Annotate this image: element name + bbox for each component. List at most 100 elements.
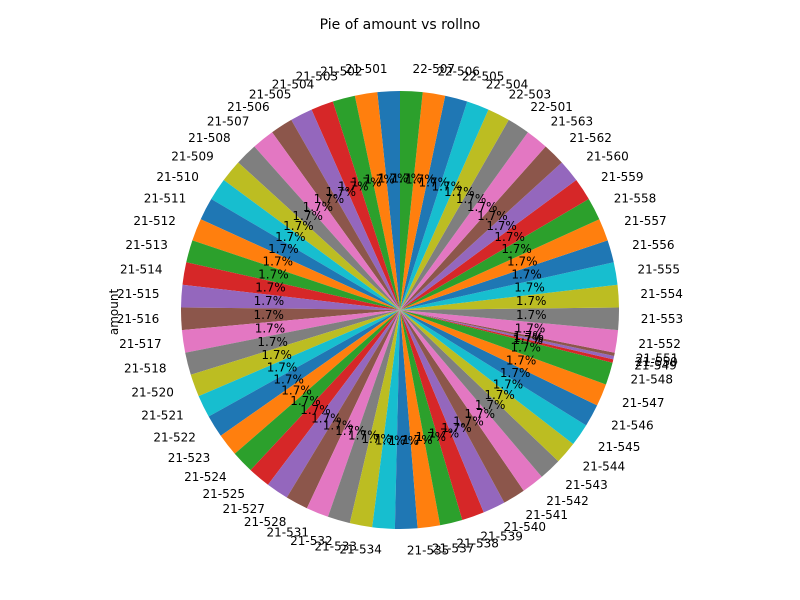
slice-percent-21-522: 1.7% [273, 372, 304, 386]
pie-slice-22-507 [400, 90, 423, 310]
pie-slice-21-528 [286, 310, 400, 509]
pie-slice-21-558 [400, 199, 600, 310]
slice-label-22-505: 22-505 [462, 70, 505, 84]
slice-label-21-521: 21-521 [141, 409, 184, 423]
slice-label-21-520: 21-520 [131, 386, 174, 400]
pie-slice-21-525 [250, 310, 400, 485]
slice-label-21-513: 21-513 [125, 238, 168, 252]
pie-slice-21-537 [400, 310, 441, 529]
slice-label-21-547: 21-547 [622, 396, 665, 410]
slice-label-21-541: 21-541 [526, 508, 569, 522]
slice-label-21-503: 21-503 [296, 70, 339, 84]
slice-percent-21-552: 1.7% [515, 321, 546, 335]
pie-slices [180, 90, 620, 529]
slice-percent-21-502: 1.7% [364, 173, 395, 187]
slice-label-21-528: 21-528 [244, 515, 287, 529]
slice-percent-21-540: 1.7% [441, 421, 472, 435]
slice-label-21-506: 21-506 [227, 100, 270, 114]
slice-label-21-553: 21-553 [641, 312, 684, 326]
slice-label-21-537: 21-537 [432, 541, 475, 555]
slice-percent-21-516: 1.7% [253, 308, 284, 322]
slice-label-21-508: 21-508 [188, 131, 231, 145]
slice-percent-21-524: 1.7% [290, 394, 321, 408]
slice-label-21-509: 21-509 [171, 150, 214, 164]
pie-slice-21-545 [400, 310, 587, 445]
slice-percent-21-501: 1.7% [378, 171, 409, 185]
slice-percent-21-531: 1.7% [335, 424, 366, 438]
slice-percent-21-559: 1.7% [494, 230, 525, 244]
slice-label-21-535: 21-535 [407, 543, 450, 557]
pie-slice-21-509 [223, 162, 400, 310]
slice-label-21-514: 21-514 [120, 262, 163, 276]
pie-slice-21-506 [272, 119, 400, 310]
slice-percent-21-543: 1.7% [475, 398, 506, 412]
slice-label-21-504: 21-504 [272, 77, 315, 91]
slice-label-21-551: 21-551 [636, 351, 679, 365]
slice-percent-21-556: 1.7% [511, 267, 542, 281]
pie-slice-21-524 [234, 310, 400, 471]
pie-slice-21-517 [181, 310, 400, 353]
slice-percent-22-505: 1.7% [419, 176, 450, 190]
pie-slice-21-556 [400, 240, 614, 310]
slice-percent-21-547: 1.7% [506, 354, 537, 368]
slice-label-21-562: 21-562 [569, 131, 612, 145]
slice-percent-21-527: 1.7% [311, 411, 342, 425]
pie-slice-21-551 [400, 310, 615, 357]
pie-slice-21-531 [306, 310, 400, 517]
pie-slice-21-549 [400, 310, 614, 363]
slice-percent-21-548: 1.7% [510, 341, 541, 355]
slice-percent-21-558: 1.7% [501, 242, 532, 256]
slice-label-21-555: 21-555 [638, 262, 681, 276]
slice-percent-21-521: 1.7% [267, 360, 298, 374]
slice-label-21-560: 21-560 [586, 150, 629, 164]
slice-label-21-522: 21-522 [153, 430, 196, 444]
slice-label-21-556: 21-556 [632, 238, 675, 252]
pie-slice-21-547 [400, 310, 606, 406]
slice-percent-21-508: 1.7% [292, 209, 323, 223]
pie-slice-22-506 [400, 92, 446, 311]
pie-slice-21-527 [267, 310, 400, 498]
slice-label-21-517: 21-517 [119, 337, 162, 351]
slice-label-21-524: 21-524 [184, 470, 227, 484]
slice-percent-21-554: 1.7% [516, 294, 547, 308]
slice-percent-21-520: 1.7% [261, 348, 292, 362]
slice-percent-21-534: 1.7% [375, 434, 406, 448]
slice-percent-21-560: 1.7% [486, 219, 517, 233]
pie-slice-21-543 [400, 310, 559, 477]
slice-percent-21-538: 1.7% [416, 430, 447, 444]
slice-percent-21-515: 1.7% [254, 294, 285, 308]
slice-percent-21-562: 1.7% [477, 209, 508, 223]
pie-slice-21-523 [220, 310, 400, 454]
slice-label-21-510: 21-510 [156, 170, 199, 184]
slice-label-21-523: 21-523 [168, 451, 211, 465]
chart-title: Pie of amount vs rollno [320, 17, 481, 33]
slice-label-21-534: 21-534 [339, 543, 382, 557]
pie-slice-21-505 [291, 109, 400, 310]
pie-slice-21-521 [198, 310, 400, 417]
pie-slice-21-514 [182, 262, 400, 310]
slice-label-21-563: 21-563 [551, 115, 594, 129]
slice-percent-21-512: 1.7% [263, 254, 294, 268]
pie-slice-21-502 [354, 92, 400, 311]
slice-label-21-549: 21-549 [634, 359, 677, 373]
pie-slice-22-504 [400, 101, 489, 310]
pie-slice-22-505 [400, 95, 468, 311]
pie-slice-21-546 [400, 310, 598, 426]
pie-slice-22-501 [400, 119, 528, 310]
slice-percent-21-551: 1.7% [513, 329, 544, 343]
slice-percent-21-544: 1.7% [484, 388, 515, 402]
slice-label-21-502: 21-502 [320, 65, 363, 79]
slice-percent-21-514: 1.7% [255, 281, 286, 295]
slice-percent-21-509: 1.7% [283, 219, 314, 233]
slice-label-21-557: 21-557 [624, 214, 667, 228]
slice-label-21-533: 21-533 [315, 540, 358, 554]
slice-label-21-544: 21-544 [583, 460, 626, 474]
slice-label-22-506: 22-506 [437, 65, 480, 79]
slice-percent-22-504: 1.7% [432, 180, 463, 194]
pie-percent-labels: 1.7%1.7%1.7%1.7%1.7%1.7%1.7%1.7%1.7%1.7%… [253, 171, 546, 448]
slice-label-21-507: 21-507 [207, 115, 250, 129]
slice-percent-21-555: 1.7% [514, 281, 545, 295]
pie-slice-21-544 [400, 310, 574, 462]
pie-slice-21-533 [349, 310, 400, 528]
slice-percent-21-506: 1.7% [314, 192, 345, 206]
